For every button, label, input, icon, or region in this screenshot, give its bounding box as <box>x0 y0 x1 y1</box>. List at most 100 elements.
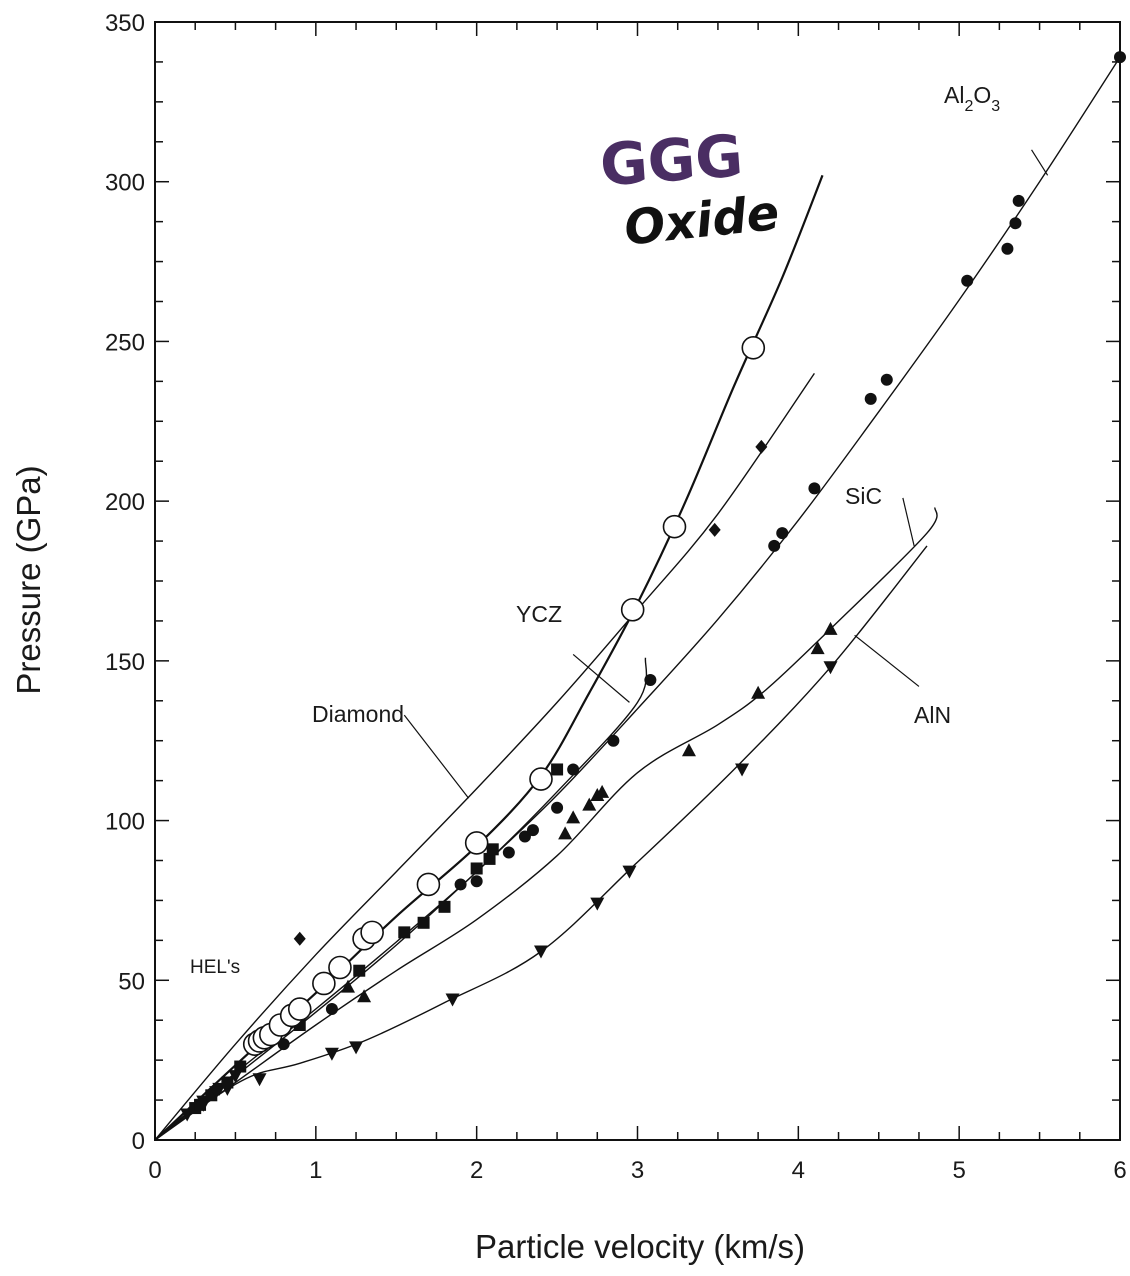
point-al2o3 <box>1009 217 1022 230</box>
point-al2o3 <box>518 830 531 843</box>
point-ycz <box>234 1060 247 1073</box>
point-ycz <box>353 964 366 977</box>
curve-aln <box>154 545 928 1141</box>
point-ggg <box>529 767 553 791</box>
curve-sic <box>154 507 938 1141</box>
point-aln <box>209 1086 224 1100</box>
point-ggg <box>312 971 336 996</box>
y-axis-title: Pressure (GPa) <box>10 465 47 694</box>
y-tick-label: 100 <box>105 809 145 836</box>
leader-line <box>902 497 915 547</box>
curve-ggg <box>154 174 824 1141</box>
point-al2o3 <box>502 846 515 859</box>
point-al2o3 <box>1001 242 1014 255</box>
point-sic <box>823 621 838 635</box>
point-al2o3 <box>607 734 620 747</box>
point-ycz <box>470 862 483 875</box>
point-ycz <box>194 1098 207 1111</box>
x-tick-label: 2 <box>470 1157 483 1184</box>
point-ycz <box>221 1076 234 1089</box>
annotation-sic: SiC <box>845 483 882 509</box>
point-al2o3 <box>526 824 539 837</box>
leader-line <box>1031 149 1049 176</box>
y-tick-label: 150 <box>105 649 145 676</box>
point-al2o3 <box>1114 51 1126 64</box>
point-ggg <box>287 997 312 1021</box>
point-al2o3 <box>864 392 877 405</box>
point-al2o3 <box>880 373 893 386</box>
point-sic <box>582 797 597 811</box>
y-tick-label: 200 <box>105 489 145 516</box>
point-al2o3 <box>644 674 657 687</box>
point-ycz <box>398 926 411 939</box>
annotation-aln: AlN <box>914 702 951 728</box>
x-tick-label: 0 <box>148 1157 161 1184</box>
y-tick-label: 50 <box>118 968 145 995</box>
point-aln <box>228 1070 243 1084</box>
al2o3-sub1: 2 <box>964 98 973 115</box>
al2o3-main: Al <box>944 82 964 108</box>
point-al2o3 <box>567 763 580 776</box>
point-ycz <box>438 900 451 913</box>
point-al2o3 <box>961 274 974 287</box>
point-sic <box>681 743 696 757</box>
point-al2o3 <box>277 1038 290 1051</box>
x-tick-label: 5 <box>952 1157 965 1184</box>
y-tick-label: 250 <box>105 329 145 356</box>
y-tick-label: 350 <box>105 10 145 37</box>
point-sic <box>558 826 573 840</box>
leader-line <box>403 714 470 799</box>
point-aln <box>324 1047 339 1061</box>
x-tick-label: 3 <box>631 1157 644 1184</box>
point-ggg <box>416 872 441 897</box>
point-aln <box>823 661 838 675</box>
point-ycz <box>551 763 564 776</box>
x-tick-label: 4 <box>792 1157 805 1184</box>
point-aln <box>622 865 637 879</box>
point-sic <box>595 784 610 798</box>
x-tick-label: 1 <box>309 1157 322 1184</box>
point-aln <box>349 1041 364 1055</box>
point-sic <box>566 810 581 824</box>
axis-ticks <box>154 21 1121 1141</box>
al2o3-mid: O <box>973 82 991 108</box>
x-tick-label: 6 <box>1113 1157 1126 1184</box>
point-ggg <box>620 597 645 622</box>
data-points <box>180 51 1126 1122</box>
point-al2o3 <box>454 878 467 891</box>
point-al2o3 <box>1012 194 1025 207</box>
annotation-hels: HEL's <box>190 957 240 978</box>
leader-line <box>854 634 920 687</box>
curve-ycz <box>154 657 648 1141</box>
point-al2o3 <box>325 1003 338 1016</box>
point-ycz <box>483 852 496 865</box>
point-aln <box>735 763 750 777</box>
point-al2o3 <box>470 875 483 888</box>
curve-al2o3 <box>154 56 1121 1141</box>
y-tick-labels: 0 50 100 150 200 250 300 350 <box>105 10 145 1155</box>
y-tick-label: 0 <box>132 1128 145 1155</box>
al2o3-sub2: 3 <box>991 98 1000 115</box>
point-ggg <box>662 514 687 539</box>
point-diamond <box>708 522 721 537</box>
point-ycz <box>486 843 499 856</box>
point-sic <box>341 979 355 993</box>
point-sic <box>751 685 766 699</box>
leader-line <box>572 654 630 703</box>
point-aln <box>445 993 460 1007</box>
x-axis-title: Particle velocity (km/s) <box>475 1228 805 1265</box>
annotation-al2o3: Al2O3 <box>944 82 1000 115</box>
point-ggg <box>464 831 489 855</box>
point-diamond <box>293 931 306 946</box>
x-tick-labels: 0 1 2 3 4 5 6 <box>148 1157 1126 1184</box>
point-aln <box>590 897 605 911</box>
handwritten-ggg: GGG <box>598 122 745 200</box>
point-ycz <box>417 916 430 929</box>
point-sic <box>357 989 372 1003</box>
point-ggg <box>328 955 352 980</box>
point-diamond <box>755 439 768 454</box>
point-ggg <box>360 920 384 945</box>
y-tick-label: 300 <box>105 170 145 197</box>
annotation-diamond: Diamond <box>312 701 404 727</box>
